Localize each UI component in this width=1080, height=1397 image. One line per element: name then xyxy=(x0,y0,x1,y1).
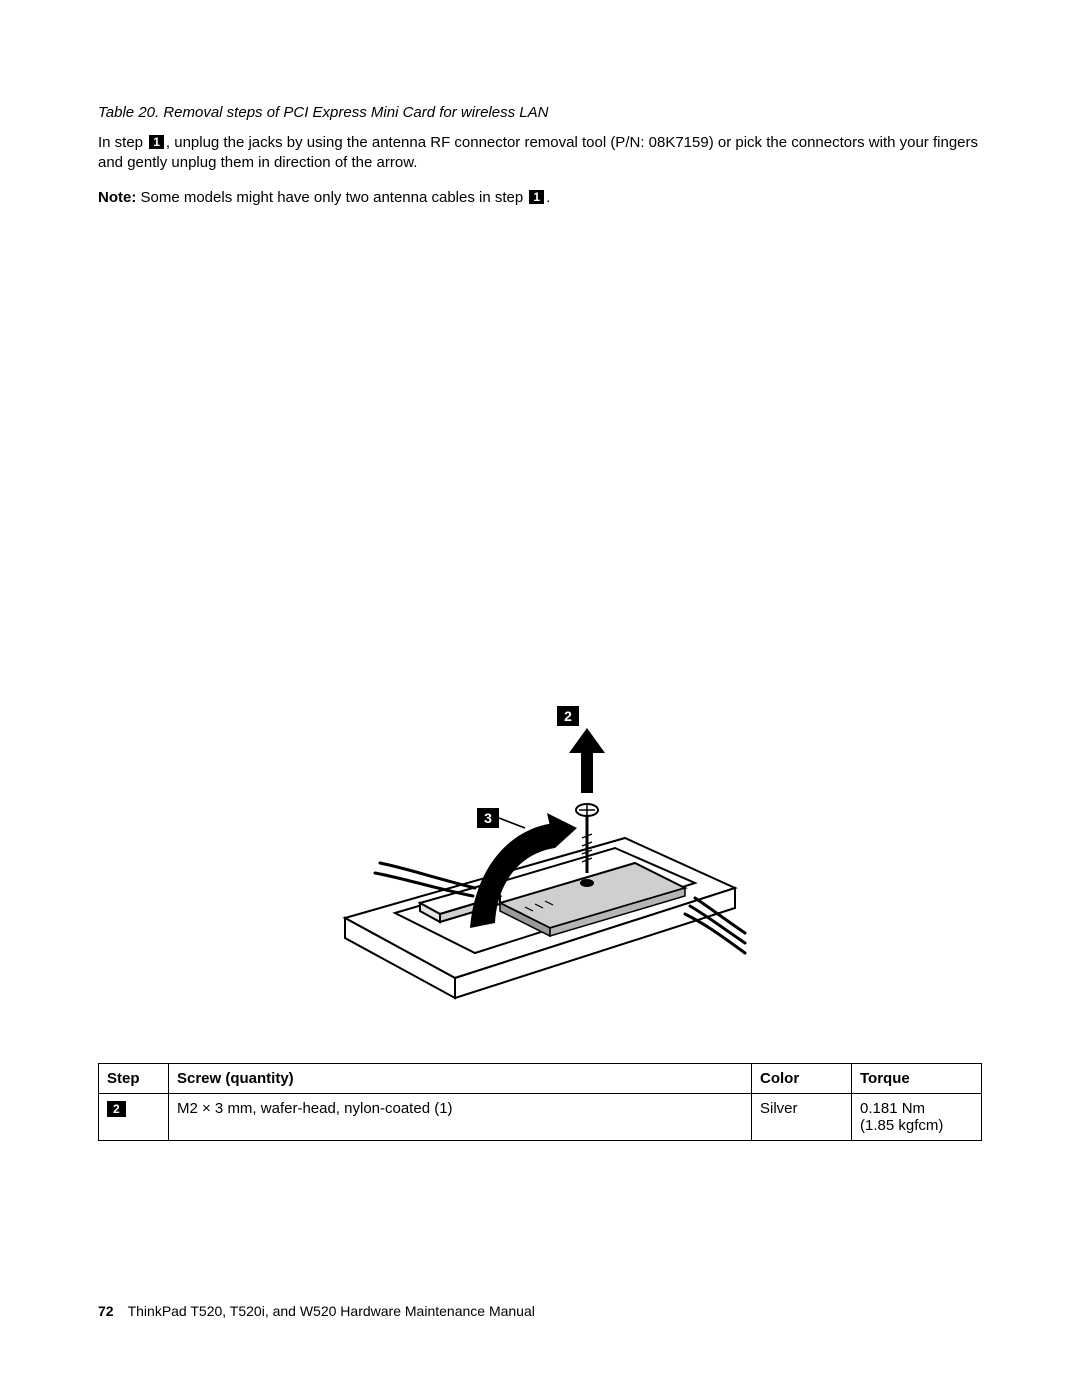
table-header-row: Step Screw (quantity) Color Torque xyxy=(99,1063,982,1093)
figure-label-2: 2 xyxy=(564,708,572,724)
step-badge-1-note: 1 xyxy=(529,190,544,204)
note-label: Note: xyxy=(98,189,136,206)
th-step: Step xyxy=(99,1063,169,1093)
note-paragraph: Note: Some models might have only two an… xyxy=(98,188,982,208)
removal-diagram: 2 3 xyxy=(325,698,755,1018)
th-screw: Screw (quantity) xyxy=(169,1063,752,1093)
table-title: Table 20. Removal steps of PCI Express M… xyxy=(98,104,982,121)
note-pre: Some models might have only two antenna … xyxy=(136,189,527,206)
screw-table: Step Screw (quantity) Color Torque 2 M2 … xyxy=(98,1063,982,1141)
td-step: 2 xyxy=(99,1093,169,1140)
step-badge-1-inline: 1 xyxy=(149,135,164,149)
para-pre: In step xyxy=(98,134,147,151)
figure-label-3: 3 xyxy=(484,810,492,826)
table-row: 2 M2 × 3 mm, wafer-head, nylon-coated (1… xyxy=(99,1093,982,1140)
td-screw: M2 × 3 mm, wafer-head, nylon-coated (1) xyxy=(169,1093,752,1140)
para-mid: , unplug the jacks by using the antenna … xyxy=(98,134,978,171)
th-torque: Torque xyxy=(852,1063,982,1093)
td-torque: 0.181 Nm (1.85 kgfcm) xyxy=(852,1093,982,1140)
td-color: Silver xyxy=(752,1093,852,1140)
torque-sub: (1.85 kgfcm) xyxy=(860,1117,973,1134)
figure-container: 2 3 xyxy=(98,698,982,1023)
page-footer: 72 ThinkPad T520, T520i, and W520 Hardwar… xyxy=(98,1303,535,1319)
torque-main: 0.181 Nm xyxy=(860,1100,925,1117)
page-number: 72 xyxy=(98,1303,114,1319)
row-step-badge: 2 xyxy=(107,1101,126,1117)
note-post: . xyxy=(546,189,550,206)
instruction-paragraph: In step 1, unplug the jacks by using the… xyxy=(98,133,982,174)
th-color: Color xyxy=(752,1063,852,1093)
footer-text: ThinkPad T520, T520i, and W520 Hardware … xyxy=(128,1303,535,1319)
